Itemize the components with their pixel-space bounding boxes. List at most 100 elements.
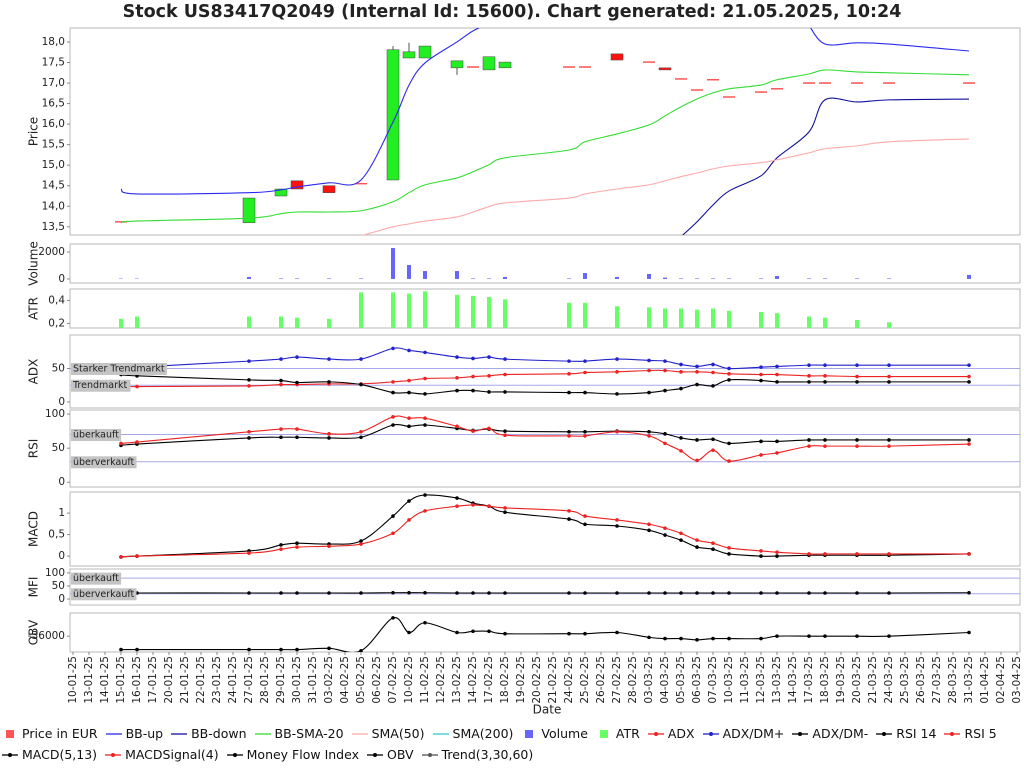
legend-item: MACDSignal(4) — [105, 745, 219, 764]
reference-label: überverkauft — [73, 589, 135, 600]
point — [679, 362, 683, 367]
point — [663, 533, 667, 537]
legend-dot — [111, 752, 116, 757]
point — [759, 636, 763, 641]
x-tick-label: 18-03-25 — [819, 656, 831, 704]
plot-layer — [70, 346, 1020, 396]
plot-area — [69, 409, 1021, 488]
point — [423, 416, 427, 420]
line — [361, 138, 970, 235]
point — [455, 630, 459, 635]
candle-body — [242, 197, 256, 223]
legend-marker — [647, 731, 664, 736]
point — [727, 378, 731, 382]
legend-item: MACD(5,13) — [2, 745, 97, 764]
reference-label-bg — [71, 456, 137, 469]
point — [407, 348, 411, 353]
y-tick-label: 100 — [45, 408, 65, 420]
point — [295, 591, 299, 595]
line — [120, 369, 969, 388]
legend-marker — [792, 731, 809, 736]
point — [775, 550, 779, 555]
point — [567, 509, 571, 513]
legend-label: RSI 14 — [896, 726, 937, 741]
legend-label: Price in EUR — [22, 726, 98, 741]
point — [327, 432, 331, 436]
legend-label: OBV — [386, 747, 414, 762]
point — [823, 363, 827, 367]
point — [247, 591, 251, 595]
legend-item: ATR — [596, 724, 640, 743]
x-tick-label: 25-03-25 — [899, 656, 911, 704]
x-tick-label: 18-02-25 — [499, 656, 511, 704]
point — [615, 591, 619, 595]
bar — [567, 302, 571, 328]
candle-body — [498, 61, 512, 69]
point — [503, 357, 507, 361]
point — [855, 552, 859, 556]
point — [423, 509, 427, 513]
point — [727, 372, 731, 376]
bar — [135, 316, 139, 328]
point — [855, 363, 859, 367]
x-tick-label: 06-02-25 — [371, 656, 383, 704]
x-tick-label: 24-02-25 — [563, 656, 575, 704]
point — [423, 423, 427, 427]
point — [663, 359, 667, 363]
reference-label: überverkauft — [73, 457, 135, 468]
point — [359, 382, 363, 387]
point — [583, 522, 587, 527]
candle-body — [707, 79, 719, 81]
point — [567, 390, 571, 395]
x-tick-label: 23-01-25 — [211, 656, 223, 704]
bar — [855, 319, 859, 328]
point — [135, 384, 139, 389]
point — [359, 430, 363, 434]
point — [471, 591, 475, 595]
point — [887, 634, 891, 638]
legend-item: ADX — [647, 724, 695, 743]
point — [615, 518, 619, 522]
bar — [679, 278, 683, 279]
point — [487, 426, 491, 431]
bar — [327, 278, 331, 279]
x-tick-label: 20-03-25 — [851, 656, 863, 704]
point — [503, 433, 507, 438]
plot-area — [69, 27, 1021, 236]
x-tick-label: 12-02-25 — [435, 656, 447, 704]
point — [759, 549, 763, 553]
point — [423, 392, 427, 396]
x-tick-label: 14-01-25 — [99, 656, 111, 704]
legend-marker — [432, 732, 449, 735]
reference-label: Starker Trendmarkt — [73, 363, 165, 374]
point — [887, 591, 891, 595]
y-axis-label: Price — [27, 117, 41, 146]
legend-label: BB-SMA-20 — [274, 726, 344, 741]
point — [663, 368, 667, 373]
point — [615, 370, 619, 374]
bar — [759, 278, 763, 279]
candle-body — [883, 82, 895, 84]
bar — [759, 311, 763, 328]
point — [663, 636, 667, 641]
point — [407, 424, 411, 429]
point — [695, 638, 699, 642]
plot-area — [69, 568, 1021, 606]
point — [663, 591, 667, 595]
legend-item: RSI 5 — [944, 724, 997, 743]
point — [679, 538, 683, 542]
point — [407, 630, 411, 635]
bar — [615, 276, 619, 279]
candle-body — [723, 96, 735, 98]
reference-label: überkauft — [73, 573, 119, 584]
point — [823, 380, 827, 384]
point — [695, 438, 699, 442]
bar — [887, 278, 891, 279]
point — [855, 374, 859, 379]
plot-area — [69, 243, 1021, 284]
x-tick-label: 27-02-25 — [611, 656, 623, 704]
bar — [487, 297, 491, 328]
line — [810, 28, 970, 52]
bar — [823, 317, 827, 328]
point — [823, 552, 827, 556]
